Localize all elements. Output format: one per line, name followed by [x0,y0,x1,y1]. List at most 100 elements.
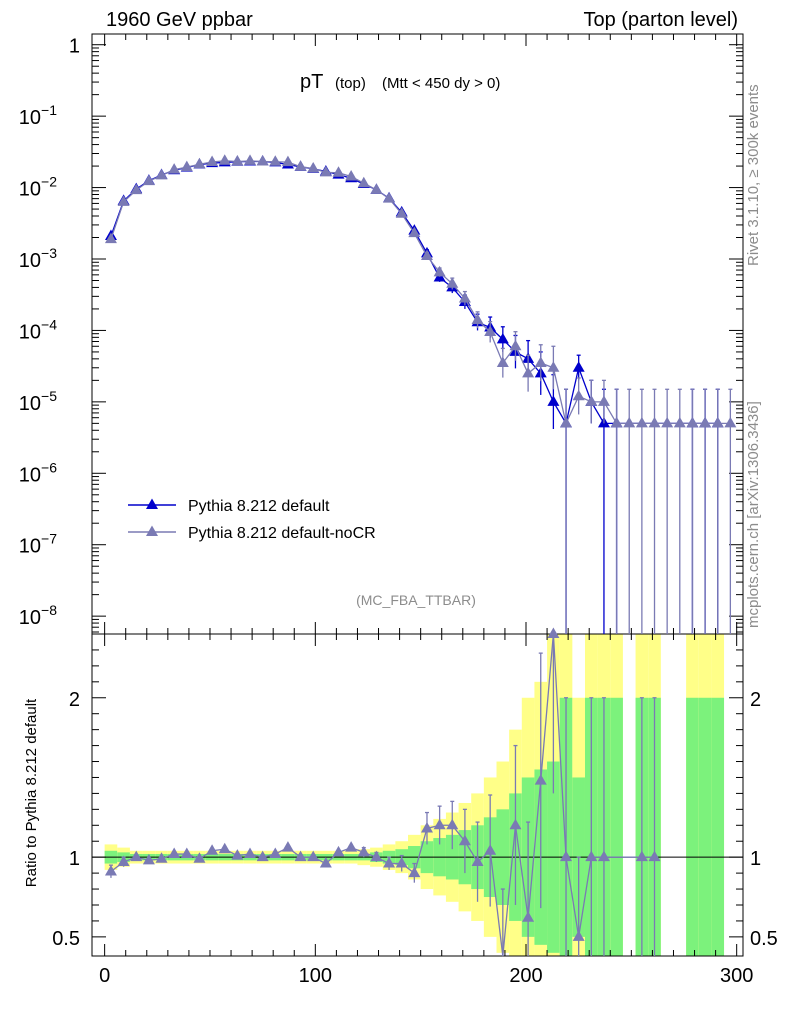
ratio-point [231,849,244,860]
series-nocr-point [193,157,206,169]
series-nocr-point [294,160,307,171]
y-tick-exponent: −8 [41,602,57,618]
legend-marker-nocr [146,525,158,536]
main-plot-frame [91,33,744,635]
series-nocr-point [648,416,661,428]
series-default-point [496,332,509,344]
series-nocr-point [534,356,547,367]
ratio-point [585,850,598,862]
ratio-point [597,850,610,862]
series-nocr [104,154,737,634]
legend-label-nocr: Pythia 8.212 default-noCR [188,525,376,542]
legend: Pythia 8.212 default Pythia 8.212 defaul… [128,498,376,542]
series-nocr-point [269,155,282,166]
series-nocr-point [673,416,686,428]
plot-title-sub1: (top) [335,75,366,92]
series-nocr-point [206,155,219,167]
ratio-y-tick-label: 0.5 [52,928,80,950]
ratio-y-axis-label: Ratio to Pythia 8.212 default [23,698,40,887]
y-tick-label: 1 [69,36,80,58]
ratio-y-tick-label-right: 1 [750,848,761,870]
series-nocr-point [370,183,383,194]
y-tick-exponent: −2 [41,174,57,190]
x-tick-label: 100 [299,965,332,987]
series-nocr-point [319,165,332,177]
ratio-point [142,853,155,865]
ratio-point [332,845,345,857]
series-nocr-point [610,416,623,428]
series-nocr-point [244,154,257,165]
ratio-point [509,818,522,830]
ratio-point [395,857,408,868]
ratio-point [180,847,193,858]
series-nocr-point [433,265,446,277]
series-nocr-point [496,356,509,367]
legend-label-default: Pythia 8.212 default [188,498,330,515]
series-nocr-point [597,395,610,406]
series-nocr-point [117,195,130,206]
ratio-point [484,844,497,855]
ratio-uncertainty-bands [104,634,725,956]
series-nocr-point [383,192,396,203]
plot-title-sub2: (Mtt < 450 dy > 0) [382,75,500,92]
series-nocr-point [585,395,598,406]
ratio-y-tick-label-right: 2 [750,689,761,711]
ratio-point [357,845,370,857]
series-nocr-point [471,313,484,324]
ratio-point [648,850,661,862]
ratio-point [534,774,547,785]
ratio-point [294,850,307,862]
ratio-point [635,850,648,862]
y-tick-label: 10−2 [19,174,57,201]
ratio-plot-frame [91,633,744,957]
series-nocr-point [168,163,181,174]
series-nocr-point [661,416,674,428]
ratio-series [104,627,661,957]
series-nocr-point [218,154,231,165]
y-tick-label: 10−7 [19,531,57,558]
ratio-point [420,821,433,833]
ratio-point [408,866,421,878]
ratio-point [370,850,383,862]
y-tick-label: 10−5 [19,388,57,415]
series-nocr-point [509,339,522,351]
series-nocr-point [446,277,459,288]
series-nocr-point [345,169,358,181]
ratio-point [471,855,484,866]
y-tick-exponent: −3 [41,245,57,261]
series-nocr-point [724,416,737,428]
ratio-point [560,850,573,862]
series-nocr-point [623,416,636,428]
ratio-point [522,911,535,922]
series-nocr-point [484,325,497,337]
series-nocr-point [357,176,370,188]
series-default-line [110,160,718,426]
series-nocr-point [332,166,345,177]
x-tick-label: 300 [720,965,753,987]
series-nocr-point [458,291,471,303]
y-tick-exponent: −7 [41,531,57,547]
ratio-point [218,842,231,854]
series-nocr-point [180,160,193,172]
ratio-point [155,852,168,863]
ratio-point [130,850,143,862]
series-nocr-point [256,154,269,166]
series-nocr-point [635,416,648,428]
series-nocr-point [155,168,168,180]
ratio-point [319,857,332,868]
series-nocr-point [547,361,560,372]
y-tick-exponent: −4 [41,316,57,332]
series-default-point [572,361,585,372]
ratio-point [206,844,219,855]
series-nocr-point [142,174,155,186]
y-tick-exponent: −5 [41,388,57,404]
ratio-point [117,855,130,866]
x-tick-label: 200 [509,965,542,987]
series-nocr-point [686,416,699,428]
series-nocr-point [104,232,117,244]
y-tick-label: 10−3 [19,245,57,272]
ratio-band-inner [610,697,623,956]
series-nocr-point [711,416,724,428]
ratio-point [256,850,269,862]
